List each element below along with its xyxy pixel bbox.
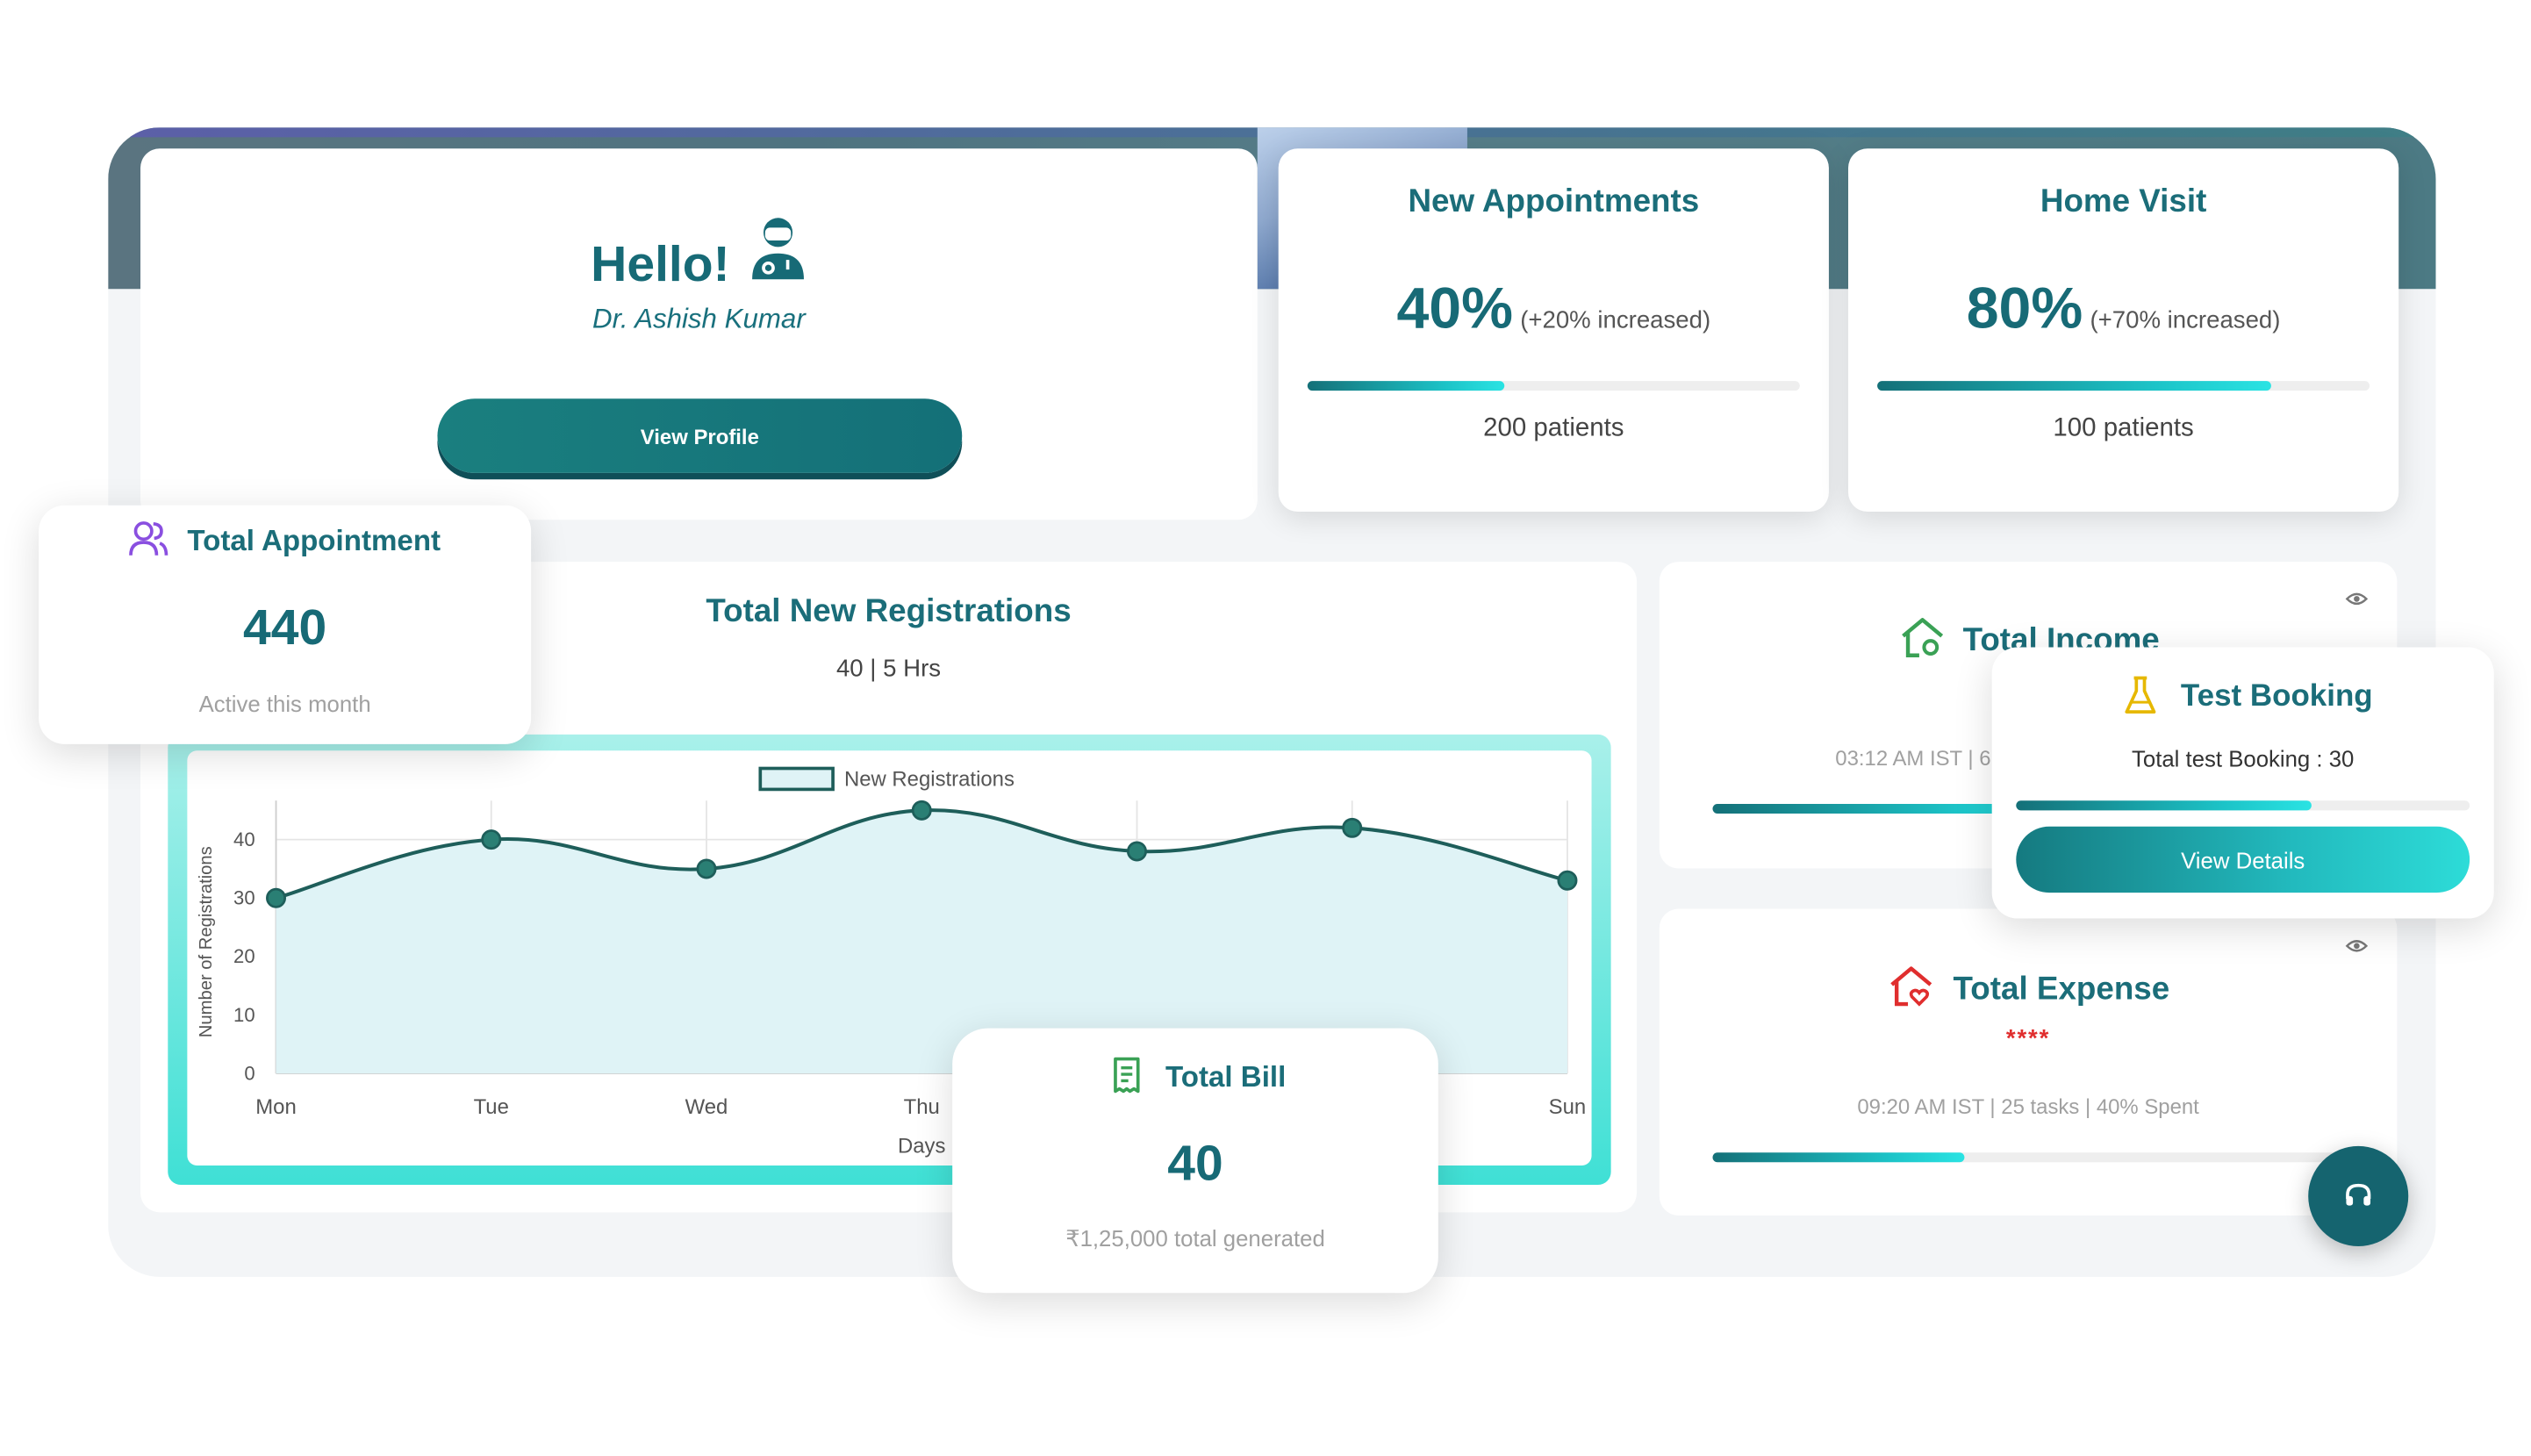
doctor-name: Dr. Ashish Kumar (592, 303, 806, 334)
receipt-icon (1114, 1057, 1140, 1094)
stat-progress-track (1877, 381, 2370, 391)
total-bill-card: Total Bill 40 ₹1,25,000 total generated (952, 1028, 1438, 1294)
total-appointment-title: Total Appointment (187, 524, 441, 557)
total-expense-title: Total Expense (1953, 972, 2170, 1008)
chart-y-axis-title: Number of Registrations (197, 846, 216, 1037)
registrations-chart: 0 10 20 30 40 Mon Tue Wed Thu Sun Days Number of Re… (197, 766, 1587, 1158)
doctor-icon (752, 218, 804, 280)
stat-percent-line: 80% (+70% increased) (1848, 275, 2398, 342)
chart-x-tick-label: Sun (1549, 1095, 1587, 1119)
chart-area-fill (276, 810, 1567, 1074)
house-icon (1902, 618, 1944, 657)
chart-data-point (1126, 841, 1147, 862)
stat-title: New Appointments (1408, 183, 1700, 220)
view-details-button[interactable]: View Details (2016, 826, 2470, 893)
eye-icon[interactable] (2345, 591, 2369, 606)
stat-progress-fill (1307, 381, 1505, 391)
total-bill-title: Total Bill (1165, 1060, 1287, 1094)
eye-icon[interactable] (2345, 938, 2369, 954)
chart-legend-swatch (758, 766, 835, 792)
stat-percent: 40% (1396, 274, 1513, 341)
stat-patients: 100 patients (2053, 414, 2194, 442)
registrations-subtitle: 40 | 5 Hrs (835, 655, 942, 684)
total-income-meta: 03:12 AM IST | 6 (1835, 745, 1991, 771)
chart-x-tick-label: Thu (904, 1095, 940, 1119)
expense-progress-track (1712, 1152, 2342, 1163)
total-appointment-caption: Active this month (198, 691, 371, 717)
greeting-text: Hello! (591, 235, 730, 292)
test-booking-progress-fill (2016, 800, 2312, 811)
total-expense-card: Total Expense **** 09:20 AM IST | 25 tas… (1659, 908, 2398, 1216)
flask-icon (2125, 676, 2156, 714)
chart-x-tick-label: Mon (255, 1095, 297, 1119)
stat-card-new-appointments: New Appointments 40% (+20% increased) 20… (1278, 148, 1829, 513)
chart-data-point (1342, 817, 1363, 838)
chart-data-point (481, 829, 502, 850)
total-bill-caption: ₹1,25,000 total generated (1065, 1225, 1325, 1252)
test-booking-progress-track (2016, 800, 2470, 811)
stat-patients: 200 patients (1483, 414, 1624, 442)
chart-data-point (266, 887, 287, 908)
stat-percent-line: 40% (+20% increased) (1279, 275, 1829, 342)
welcome-card: Hello! Dr. Ashish Kumar View Profile (140, 148, 1258, 520)
chart-y-tick-label: 30 (233, 887, 255, 909)
house-heart-icon (1890, 966, 1932, 1007)
income-progress-fill (1712, 803, 2060, 814)
total-expense-meta: 09:20 AM IST | 25 tasks | 40% Spent (1857, 1094, 2199, 1119)
test-booking-card: Test Booking Total test Booking : 30 Vie… (1991, 647, 2494, 919)
chart-y-tick-label: 10 (233, 1004, 255, 1026)
chart-x-tick-label: Tue (474, 1095, 509, 1119)
chart-data-point (1557, 870, 1578, 891)
chart-legend-label: New Registrations (844, 768, 1015, 792)
stat-delta: (+20% increased) (1520, 306, 1711, 334)
chart-y-tick-label: 0 (244, 1062, 255, 1084)
stat-delta: (+70% increased) (2090, 306, 2281, 334)
total-appointment-card: Total Appointment 440 Active this month (39, 505, 532, 744)
stat-progress-fill (1877, 381, 2271, 391)
chart-data-point (911, 800, 932, 821)
registrations-title: Total New Registrations (706, 593, 1072, 630)
chart-data-point (696, 858, 717, 879)
total-appointment-value: 440 (243, 599, 327, 656)
test-booking-info: Total test Booking : 30 (2131, 745, 2355, 772)
stat-card-home-visit: Home Visit 80% (+70% increased) 100 pati… (1847, 148, 2399, 513)
total-expense-masked: **** (2005, 1024, 2051, 1053)
stat-percent: 80% (1966, 274, 2083, 341)
chart-x-axis-title: Days (898, 1134, 946, 1158)
support-button[interactable] (2308, 1145, 2409, 1246)
chart-y-tick-label: 20 (233, 945, 255, 967)
chart-x-tick-label: Wed (685, 1095, 728, 1119)
test-booking-title: Test Booking (2180, 679, 2373, 714)
chart-y-tick-label: 40 (233, 828, 255, 850)
headset-icon (2346, 1183, 2371, 1206)
view-profile-button[interactable]: View Profile (437, 398, 963, 473)
users-icon (129, 521, 168, 556)
expense-progress-fill (1712, 1152, 1965, 1163)
stat-progress-track (1307, 381, 1800, 391)
total-bill-value: 40 (1167, 1135, 1223, 1192)
chart-container: 0 10 20 30 40 Mon Tue Wed Thu Sun Days Number of Re… (168, 734, 1611, 1186)
stat-title: Home Visit (2040, 183, 2207, 220)
